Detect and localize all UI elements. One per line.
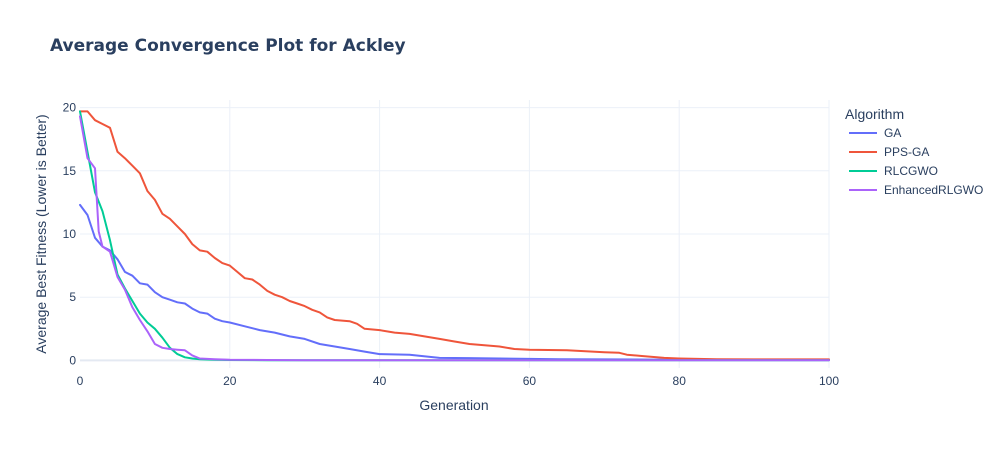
y-tick-label: 15 [63,164,77,178]
legend: Algorithm GA PPS-GA RLCGWO EnhancedRLGWO [845,106,983,197]
x-tick-label: 40 [373,374,387,388]
legend-item-label: GA [884,126,901,140]
legend-item-label: RLCGWO [884,164,938,178]
y-axis-ticks: 0 5 10 15 20 [63,101,77,368]
y-tick-label: 10 [63,227,77,241]
x-tick-label: 20 [223,374,237,388]
x-axis-title: Generation [419,397,488,413]
x-tick-label: 60 [523,374,537,388]
chart-title: Average Convergence Plot for Ackley [50,36,406,56]
y-tick-label: 20 [63,101,77,115]
x-tick-label: 100 [819,374,839,388]
legend-item-label: EnhancedRLGWO [884,183,983,197]
x-axis-ticks: 0 20 40 60 80 100 [77,374,840,388]
y-axis-title: Average Best Fitness (Lower is Better) [33,114,49,353]
legend-title: Algorithm [845,106,904,122]
x-tick-label: 80 [673,374,687,388]
y-tick-label: 5 [69,290,76,304]
legend-item-label: PPS-GA [884,145,929,159]
series-lines [79,110,830,362]
series-line-ga [79,203,830,361]
series-line-pps-ga [79,110,830,361]
series-line-enhancedrlgwo [79,115,830,362]
x-tick-label: 0 [77,374,84,388]
y-tick-label: 0 [69,353,76,367]
